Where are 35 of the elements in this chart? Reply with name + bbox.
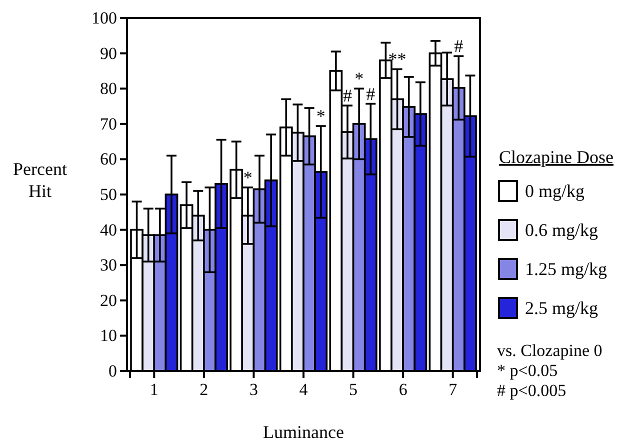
- y-tick-label: 40: [100, 220, 117, 240]
- x-tick-label: 6: [398, 380, 408, 400]
- annotation: **: [388, 49, 406, 70]
- y-tick-label: 30: [100, 256, 117, 275]
- annotation: #: [342, 86, 352, 106]
- y-tick-label: 10: [100, 326, 117, 346]
- legend-label: 2.5 mg/kg: [525, 298, 598, 318]
- legend-label: 0 mg/kg: [525, 181, 585, 201]
- y-tick-label: 80: [100, 79, 117, 98]
- text: # p<0.005: [497, 381, 566, 400]
- x-axis-title: Luminance: [263, 422, 344, 442]
- x-tick-label: 1: [150, 380, 158, 400]
- y-tick-label: 90: [100, 44, 117, 63]
- y-axis-title: Percent Hit: [13, 159, 67, 201]
- x-tick-label: 7: [448, 380, 458, 400]
- y-tick-label: 100: [92, 8, 117, 28]
- annotation: *: [354, 68, 364, 89]
- annotation: *: [243, 167, 252, 188]
- x-tick-label: 5: [349, 380, 358, 400]
- y-tick-label: 20: [100, 290, 117, 310]
- annotation: #: [366, 84, 376, 104]
- x-tick-label: 4: [299, 380, 308, 400]
- annotation: *: [316, 106, 326, 126]
- y-tick-label: 70: [100, 114, 117, 134]
- x-tick-label: 2: [200, 380, 208, 400]
- annotation: #: [454, 36, 464, 56]
- text: * p<0.05: [497, 361, 558, 380]
- y-tick-label: 60: [100, 150, 117, 169]
- y-tick-label: 50: [100, 184, 117, 204]
- text: vs. Clozapine 0: [497, 341, 602, 360]
- legend-title: Clozapine Dose: [499, 147, 614, 167]
- legend-label: 0.6 mg/kg: [525, 220, 598, 240]
- x-tick-label: 3: [249, 380, 258, 400]
- legend-label: 1.25 mg/kg: [525, 259, 608, 279]
- y-tick-label: 0: [108, 361, 117, 380]
